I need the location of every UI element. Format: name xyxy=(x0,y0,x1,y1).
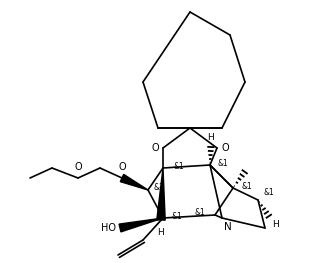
Text: &1: &1 xyxy=(173,162,184,171)
Text: &1: &1 xyxy=(263,188,274,197)
Text: N: N xyxy=(224,222,232,232)
Polygon shape xyxy=(157,168,165,220)
Text: O: O xyxy=(118,162,126,172)
Text: H: H xyxy=(208,133,214,142)
Text: O: O xyxy=(152,143,159,153)
Text: H: H xyxy=(272,220,279,229)
Text: HO: HO xyxy=(101,223,116,233)
Text: O: O xyxy=(74,162,82,172)
Text: &1: &1 xyxy=(241,182,252,191)
Text: &1: &1 xyxy=(154,183,165,192)
Text: H: H xyxy=(158,228,165,237)
Text: O: O xyxy=(221,143,229,153)
Polygon shape xyxy=(120,174,148,190)
Text: &1: &1 xyxy=(218,159,229,168)
Text: &1: &1 xyxy=(194,208,205,217)
Text: &1: &1 xyxy=(171,212,182,221)
Polygon shape xyxy=(119,218,163,232)
